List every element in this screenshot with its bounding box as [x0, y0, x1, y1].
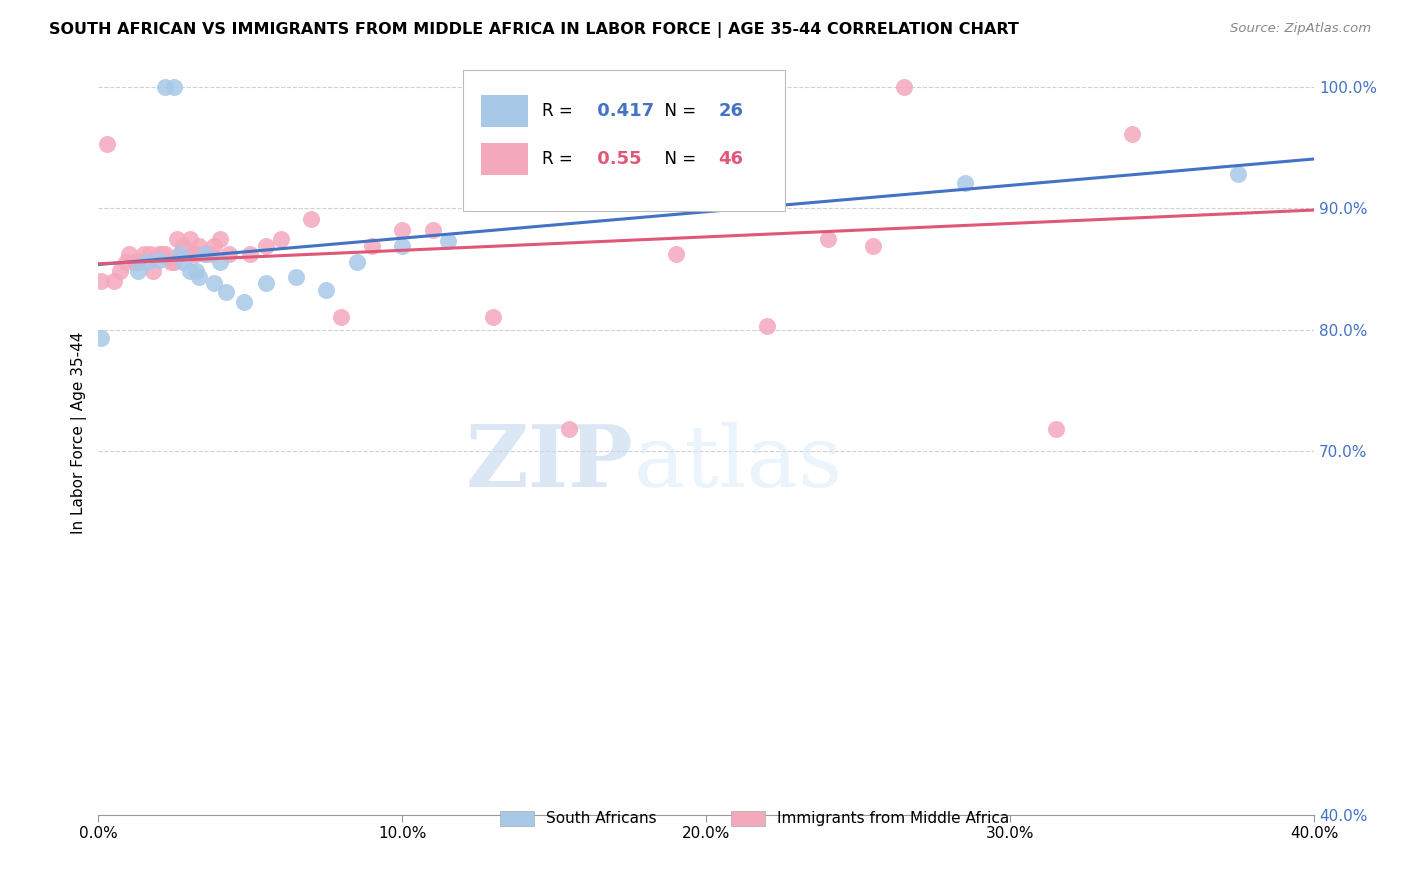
Point: [346, 254, 368, 268]
Point: [124, 254, 146, 268]
Point: [136, 254, 159, 268]
Point: [172, 239, 194, 253]
Point: [361, 239, 384, 253]
Point: [194, 247, 217, 261]
Point: [150, 247, 173, 261]
Point: [132, 247, 155, 261]
FancyBboxPatch shape: [481, 143, 527, 175]
Point: [299, 212, 322, 227]
Point: [218, 247, 240, 261]
Point: [422, 223, 444, 237]
Point: [1227, 167, 1250, 181]
Point: [270, 231, 292, 245]
Point: [254, 277, 277, 291]
Point: [391, 223, 413, 237]
Point: [1121, 128, 1143, 142]
Point: [330, 310, 353, 325]
Point: [239, 247, 262, 261]
Point: [208, 231, 231, 245]
Point: [96, 136, 118, 151]
Point: [169, 247, 191, 261]
Point: [202, 239, 225, 253]
Point: [181, 247, 204, 261]
Point: [254, 239, 277, 253]
Point: [187, 239, 209, 253]
Point: [1045, 422, 1067, 436]
Point: [108, 264, 131, 278]
Point: [665, 179, 688, 194]
Text: SOUTH AFRICAN VS IMMIGRANTS FROM MIDDLE AFRICA IN LABOR FORCE | AGE 35-44 CORREL: SOUTH AFRICAN VS IMMIGRANTS FROM MIDDLE …: [49, 22, 1019, 38]
Point: [90, 274, 112, 288]
Point: [148, 247, 170, 261]
Point: [118, 247, 141, 261]
Point: [142, 264, 165, 278]
Text: ZIP: ZIP: [465, 421, 633, 505]
Point: [208, 254, 231, 268]
Point: [155, 247, 177, 261]
Point: [194, 247, 217, 261]
Point: [114, 254, 136, 268]
Point: [187, 270, 209, 285]
Text: Immigrants from Middle Africa: Immigrants from Middle Africa: [776, 811, 1010, 826]
Point: [558, 422, 581, 436]
FancyBboxPatch shape: [463, 70, 785, 211]
Text: South Africans: South Africans: [546, 811, 657, 826]
Point: [179, 231, 201, 245]
Text: 0.417: 0.417: [591, 102, 654, 120]
Point: [139, 247, 162, 261]
Point: [233, 294, 256, 309]
Text: 26: 26: [718, 102, 744, 120]
Point: [163, 254, 186, 268]
Point: [166, 231, 188, 245]
Point: [391, 239, 413, 253]
Point: [127, 264, 149, 278]
Point: [817, 231, 839, 245]
Point: [169, 247, 191, 261]
Point: [172, 254, 194, 268]
Point: [665, 247, 688, 261]
Point: [315, 283, 337, 297]
Point: [284, 270, 307, 285]
FancyBboxPatch shape: [731, 811, 765, 826]
FancyBboxPatch shape: [499, 811, 534, 826]
Point: [756, 318, 779, 333]
Text: R =: R =: [543, 150, 578, 169]
Text: Source: ZipAtlas.com: Source: ZipAtlas.com: [1230, 22, 1371, 36]
Point: [160, 254, 183, 268]
Point: [184, 264, 207, 278]
Text: N =: N =: [654, 102, 702, 120]
Point: [953, 176, 976, 190]
Point: [482, 310, 505, 325]
Text: N =: N =: [654, 150, 702, 169]
Text: 0.55: 0.55: [591, 150, 641, 169]
Point: [202, 277, 225, 291]
Point: [179, 264, 201, 278]
Point: [90, 331, 112, 345]
Y-axis label: In Labor Force | Age 35-44: In Labor Force | Age 35-44: [72, 332, 87, 533]
Point: [437, 234, 460, 248]
Point: [155, 80, 177, 95]
Point: [862, 239, 884, 253]
Point: [148, 253, 170, 268]
Point: [184, 247, 207, 261]
Text: R =: R =: [543, 102, 578, 120]
Point: [215, 285, 238, 299]
Point: [200, 247, 222, 261]
Point: [558, 179, 581, 194]
Point: [163, 80, 186, 95]
Text: 46: 46: [718, 150, 744, 169]
Point: [127, 254, 149, 268]
Point: [103, 274, 125, 288]
Text: atlas: atlas: [633, 422, 842, 505]
FancyBboxPatch shape: [481, 95, 527, 127]
Point: [893, 80, 915, 95]
